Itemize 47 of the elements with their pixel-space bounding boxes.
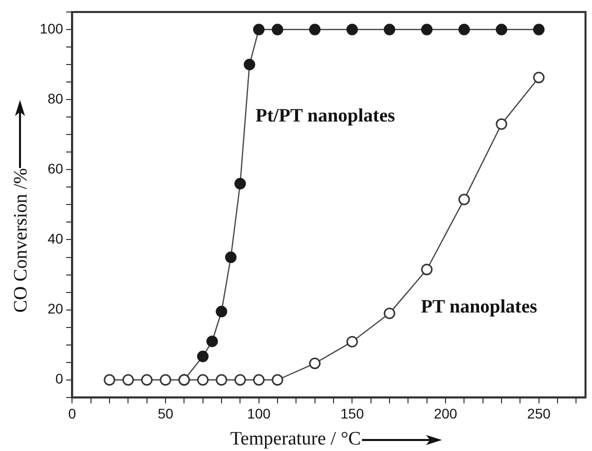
point (216, 374, 228, 386)
x-tick-label: 150 (340, 406, 364, 422)
y-tick-label: 40 (48, 230, 64, 247)
point (496, 24, 508, 36)
x-tick-label: 100 (247, 406, 271, 422)
point (533, 24, 545, 36)
series-label: Pt/PT nanoplates (255, 105, 396, 126)
point (141, 374, 153, 386)
point (225, 252, 237, 264)
point (309, 24, 321, 36)
point (197, 374, 209, 386)
point (104, 374, 116, 386)
point (346, 336, 358, 348)
point (384, 24, 396, 36)
y-tick-label: 20 (48, 300, 64, 317)
y-axis-title: CO Conversion /% (10, 96, 32, 313)
point (384, 308, 396, 320)
point (197, 350, 209, 362)
point (206, 336, 218, 348)
point (160, 374, 172, 386)
y-tick-label: 100 (40, 20, 64, 36)
point (533, 72, 545, 84)
point (421, 264, 433, 276)
x-tick-label: 200 (434, 406, 458, 422)
y-tick-label: 0 (55, 370, 64, 387)
point (216, 306, 228, 318)
x-tick-label: 250 (527, 406, 551, 422)
point (458, 194, 470, 206)
x-axis-title: Temperature / °C (230, 428, 428, 450)
point (309, 358, 321, 370)
point (253, 374, 265, 386)
point (272, 24, 284, 36)
point (458, 24, 470, 36)
y-tick-label: 60 (48, 160, 64, 177)
point (122, 374, 134, 386)
point (234, 178, 246, 190)
point (346, 24, 358, 36)
x-tick-label: 50 (158, 406, 174, 422)
point (253, 24, 265, 36)
point (421, 24, 433, 36)
y-tick-label: 80 (48, 90, 64, 106)
point (244, 58, 256, 70)
x-tick-label: 0 (68, 406, 76, 422)
point (496, 118, 508, 130)
point (234, 374, 246, 386)
series-label: PT nanoplates (420, 296, 538, 318)
point (272, 374, 284, 386)
